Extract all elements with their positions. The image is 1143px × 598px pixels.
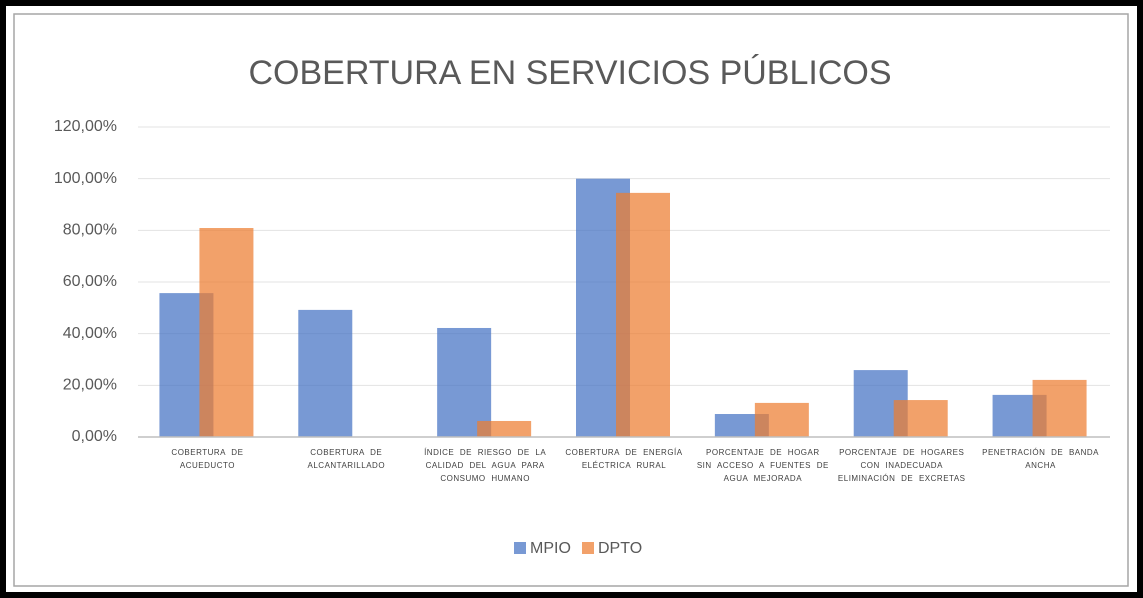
y-tick-label: 80,00% bbox=[63, 222, 117, 239]
y-tick-label: 0,00% bbox=[72, 428, 117, 445]
x-tick-label: COBERTURA DE ENERGÍA ELÉCTRICA RURAL bbox=[565, 448, 683, 470]
bar bbox=[1032, 379, 1087, 437]
y-tick-label: 120,00% bbox=[54, 118, 117, 135]
x-tick-label: ÍNDICE DE RIESGO DE LA CALIDAD DEL AGUA … bbox=[424, 448, 547, 483]
bar bbox=[477, 420, 532, 437]
legend-label: MPIO bbox=[530, 540, 571, 557]
bar bbox=[616, 192, 670, 437]
border bbox=[13, 13, 1129, 587]
x-tick-label: COBERTURA DE ACUEDUCTO bbox=[171, 448, 244, 470]
bar bbox=[298, 309, 353, 437]
x-tick-label: PENETRACIÓN DE BANDA ANCHA bbox=[982, 448, 1100, 470]
y-tick-label: 20,00% bbox=[63, 377, 117, 394]
x-tick-label: PORCENTAJE DE HOGARES CON INADECUADA ELI… bbox=[837, 448, 966, 483]
bar bbox=[199, 228, 254, 437]
legend-swatch bbox=[514, 542, 526, 554]
legend-label: DPTO bbox=[598, 540, 642, 557]
y-tick-label: 40,00% bbox=[63, 325, 117, 342]
x-tick-label: COBERTURA DE ALCANTARILLADO bbox=[307, 448, 386, 470]
chart-title: COBERTURA EN SERVICIOS PÚBLICOS bbox=[248, 54, 891, 92]
x-tick-label: PORCENTAJE DE HOGAR SIN ACCESO A FUENTES… bbox=[696, 448, 829, 483]
bar bbox=[893, 400, 948, 437]
bar bbox=[754, 402, 809, 437]
legend-swatch bbox=[582, 542, 594, 554]
y-tick-label: 100,00% bbox=[54, 170, 117, 187]
bar bbox=[437, 327, 492, 437]
y-tick-label: 60,00% bbox=[63, 273, 117, 290]
